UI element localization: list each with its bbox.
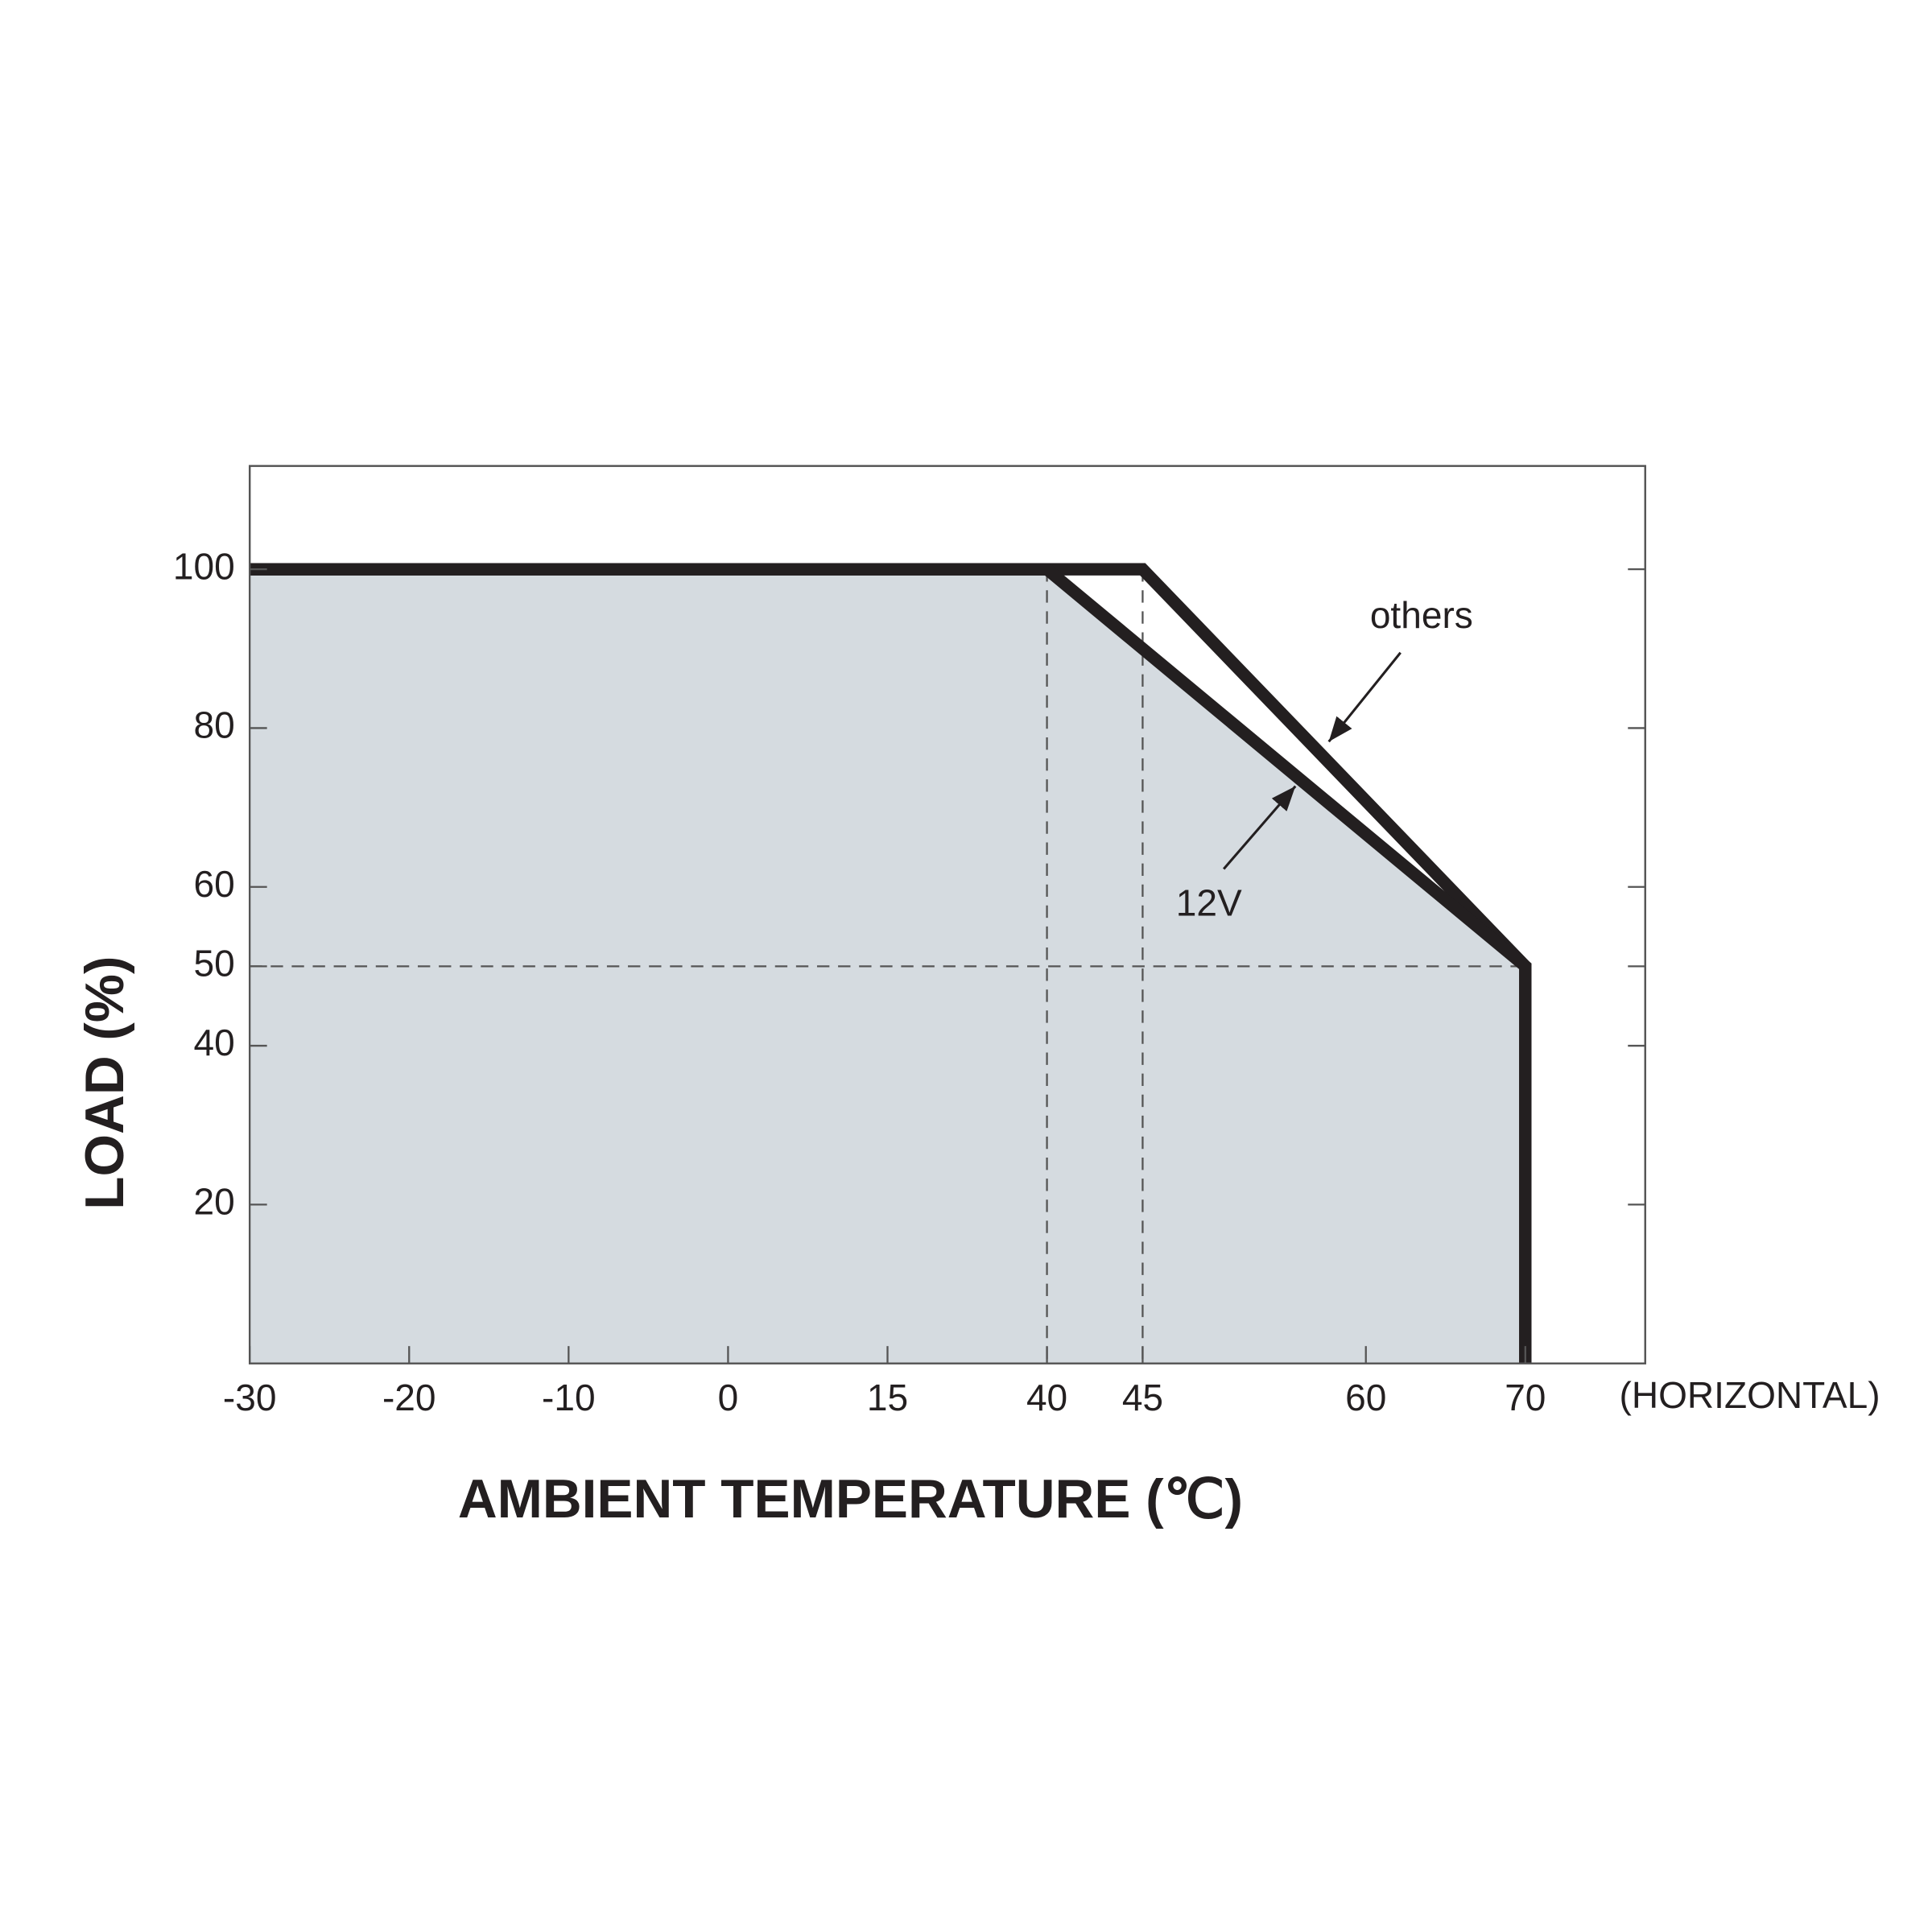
plot-border bbox=[249, 464, 1646, 1364]
annotation-arrow bbox=[1222, 785, 1297, 870]
y-tick-label: 40 bbox=[194, 1022, 235, 1063]
x-note: (HORIZONTAL) bbox=[1620, 1374, 1880, 1416]
y-tick-label: 20 bbox=[194, 1181, 235, 1223]
x-tick-label: 45 bbox=[1122, 1377, 1163, 1418]
series-line bbox=[250, 563, 1532, 1364]
series-label: 12V bbox=[1176, 882, 1242, 924]
x-tick-label: 15 bbox=[867, 1377, 908, 1418]
x-tick-label: -10 bbox=[542, 1377, 596, 1418]
series-label: others bbox=[1370, 594, 1473, 636]
plot-area bbox=[250, 563, 1532, 1364]
y-tick-label: 50 bbox=[194, 943, 235, 985]
x-tick-label: 40 bbox=[1026, 1377, 1067, 1418]
y-axis-title: LOAD (%) bbox=[75, 956, 135, 1210]
y-tick-label: 100 bbox=[173, 545, 235, 587]
x-axis-title: AMBIENT TEMPERATURE (℃) bbox=[458, 1469, 1243, 1530]
x-tick-label: -20 bbox=[382, 1377, 436, 1418]
y-tick-label: 60 bbox=[194, 863, 235, 905]
x-tick-label: 60 bbox=[1345, 1377, 1386, 1418]
x-tick-label: 70 bbox=[1505, 1377, 1546, 1418]
y-tick-label: 80 bbox=[194, 704, 235, 746]
x-tick-label: 0 bbox=[718, 1377, 739, 1418]
x-tick-label: -30 bbox=[223, 1377, 277, 1418]
annotation-arrow bbox=[1327, 651, 1402, 743]
